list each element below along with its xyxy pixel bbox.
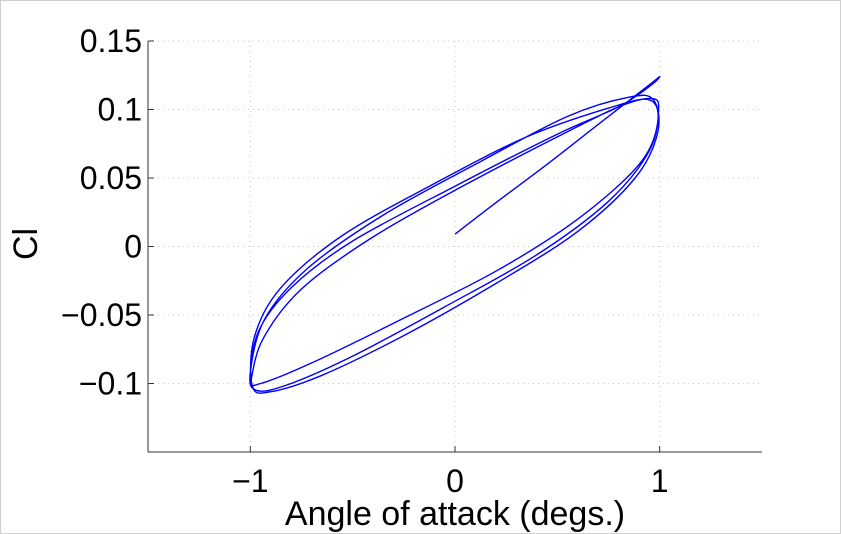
ticks: −1 0 1 −0.1 −0.05 0 0.05 0.1 0.15	[61, 23, 669, 499]
x-tick-label: 1	[651, 463, 669, 499]
y-tick-label: −0.1	[79, 366, 142, 402]
series-line	[249, 75, 661, 394]
y-tick-label: 0	[124, 229, 142, 265]
series-layer	[249, 75, 661, 394]
y-tick-label: −0.05	[61, 297, 142, 333]
y-tick-label: 0.15	[80, 23, 142, 59]
x-axis-title: Angle of attack (degs.)	[285, 495, 625, 533]
x-tick-label: −1	[232, 463, 268, 499]
y-tick-label: 0.1	[98, 92, 142, 128]
y-tick-label: 0.05	[80, 160, 142, 196]
grid	[148, 40, 762, 452]
y-axis-title: Cl	[7, 228, 45, 260]
x-tick-label: 0	[446, 463, 464, 499]
